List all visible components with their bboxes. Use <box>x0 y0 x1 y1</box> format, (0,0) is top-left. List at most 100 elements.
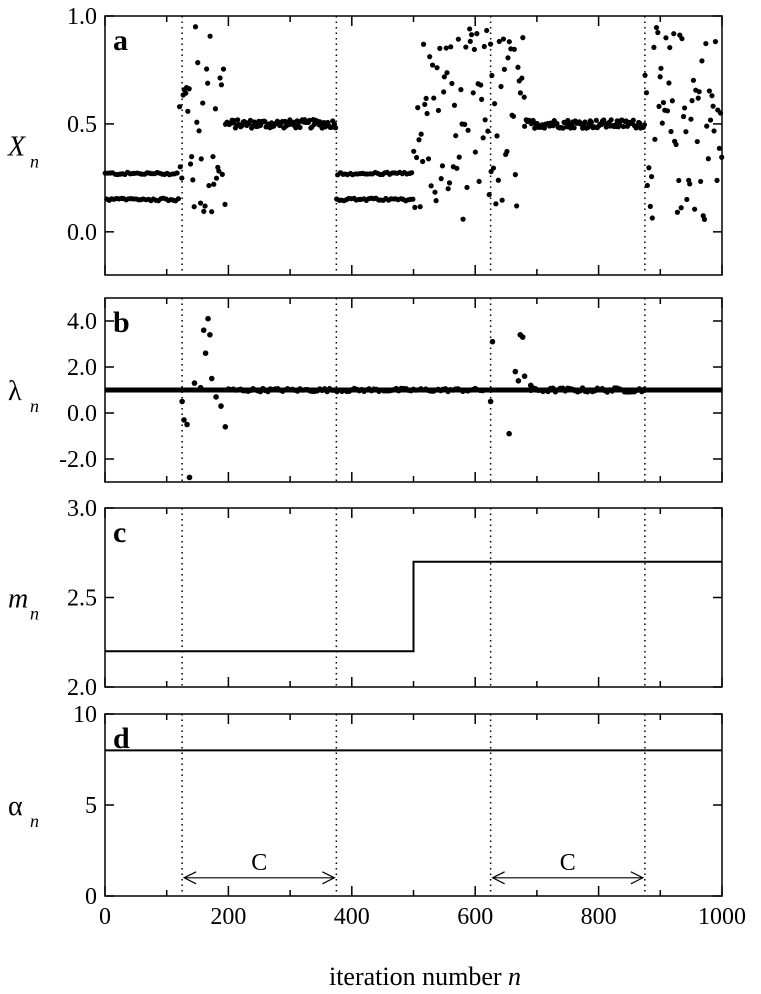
data-point <box>646 165 652 171</box>
data-point <box>716 145 722 151</box>
data-point <box>485 128 491 134</box>
data-point <box>478 82 484 88</box>
data-point <box>541 125 548 131</box>
data-point <box>683 129 689 135</box>
x-axis-label: iteration number n <box>329 962 521 991</box>
data-point <box>680 113 687 120</box>
data-point <box>512 172 518 178</box>
data-point <box>695 95 701 101</box>
data-point <box>184 421 190 428</box>
annotation-label: C <box>251 850 267 876</box>
x-tick-label: 1000 <box>698 904 746 930</box>
data-point <box>262 119 268 125</box>
y-tick-label: 1.0 <box>67 4 97 30</box>
y-axis-label-subscript: n <box>30 396 39 416</box>
data-point <box>698 178 704 185</box>
data-point <box>519 334 526 340</box>
data-point <box>332 125 339 131</box>
data-point <box>441 89 447 95</box>
data-point <box>446 180 453 186</box>
data-point <box>517 90 524 96</box>
data-point <box>427 54 433 60</box>
panel-d: 0 5 10 d α n C C 0 200 400 600 800 1000 <box>8 702 746 930</box>
data-point <box>202 350 209 357</box>
data-point <box>425 156 432 162</box>
data-point <box>467 38 473 45</box>
panels-group: 0.00.51.0aX n-2.00.02.04.0 bλ n2.02.53.0cm n… <box>7 4 746 930</box>
y-axis-label: X <box>7 132 26 163</box>
data-point <box>415 105 421 111</box>
data-point <box>496 38 502 45</box>
data-point <box>191 204 197 210</box>
data-point <box>472 149 478 155</box>
data-point <box>222 201 228 207</box>
data-point <box>704 123 710 129</box>
data-point <box>455 36 461 42</box>
data-point <box>410 196 416 202</box>
data-point <box>491 101 498 107</box>
data-point <box>429 62 436 68</box>
data-point <box>498 83 504 90</box>
data-point <box>217 75 223 81</box>
data-point <box>593 117 599 123</box>
y-tick-label: 0 <box>85 884 97 910</box>
data-point <box>297 124 303 130</box>
data-point <box>462 121 468 127</box>
data-point <box>703 40 709 47</box>
annotation-label: C <box>560 850 576 876</box>
y-tick-label: 2.0 <box>67 675 97 701</box>
data-point <box>510 113 517 119</box>
data-point <box>431 95 437 101</box>
data-point <box>657 74 663 80</box>
y-axis-label-subscript: n <box>30 604 39 624</box>
data-point <box>486 192 492 198</box>
data-point <box>560 125 566 131</box>
data-point <box>176 104 183 110</box>
data-point <box>701 216 708 222</box>
data-point <box>435 107 442 114</box>
data-point <box>175 196 182 202</box>
data-point <box>512 368 519 375</box>
data-point <box>690 77 697 83</box>
data-point <box>668 128 674 135</box>
data-point <box>511 46 517 52</box>
data-point <box>482 117 488 123</box>
data-point <box>192 24 199 30</box>
data-point <box>481 43 487 50</box>
data-point <box>499 197 505 203</box>
data-point <box>204 66 210 72</box>
data-point <box>479 96 485 102</box>
data-point <box>411 148 417 154</box>
data-point <box>490 165 497 171</box>
data-point <box>515 378 522 384</box>
data-point <box>660 99 667 106</box>
data-point <box>688 116 694 122</box>
data-point <box>480 135 486 141</box>
panel-letter: d <box>113 722 130 755</box>
data-point <box>667 44 673 51</box>
data-point <box>191 380 198 386</box>
data-point <box>669 98 675 104</box>
y-axis-label: α <box>8 791 23 822</box>
data-point <box>448 44 454 50</box>
data-point <box>179 175 185 181</box>
y-tick-label: 0.0 <box>67 401 97 427</box>
data-point <box>210 153 216 160</box>
data-point <box>694 138 700 145</box>
data-point <box>506 39 512 45</box>
data-point <box>710 103 716 109</box>
data-point <box>433 198 439 204</box>
data-point <box>209 209 215 215</box>
y-axis-label: m <box>8 584 28 615</box>
data-point <box>454 165 460 171</box>
x-tick-label: 600 <box>457 904 493 930</box>
data-point <box>471 46 477 53</box>
y-axis-label-subscript: n <box>30 152 39 172</box>
data-point <box>489 72 495 79</box>
data-point <box>493 201 499 207</box>
data-point <box>636 120 643 126</box>
data-points <box>102 24 725 222</box>
annotation-arrowhead <box>630 871 645 885</box>
data-point <box>205 80 211 86</box>
data-point <box>666 80 672 86</box>
